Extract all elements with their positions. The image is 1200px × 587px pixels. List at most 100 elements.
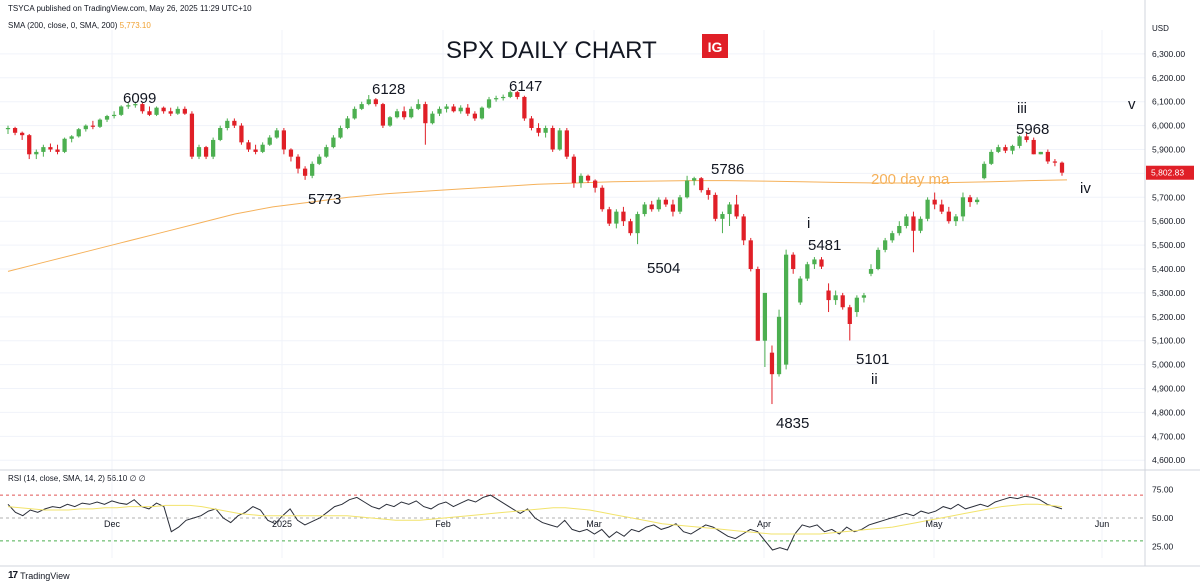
annotation-layer: SPX DAILY CHART IG 6099 5773 6128 6147 5786 550… bbox=[123, 34, 1136, 432]
candle-body bbox=[338, 127, 343, 138]
candle-body bbox=[175, 108, 180, 114]
candle-body bbox=[762, 292, 768, 341]
rsi-label: RSI (14, close, SMA, 14, 2) bbox=[8, 474, 105, 483]
candle-body bbox=[706, 190, 711, 195]
candle-body bbox=[493, 98, 499, 100]
annotation-label: 6128 bbox=[372, 81, 405, 98]
x-tick-label: May bbox=[925, 519, 943, 529]
candle-body bbox=[154, 107, 159, 115]
candle-body bbox=[868, 269, 874, 274]
candle-body bbox=[939, 204, 944, 212]
x-tick-label: Jun bbox=[1095, 519, 1110, 529]
candle-body bbox=[925, 199, 930, 219]
rsi-legend: RSI (14, close, SMA, 14, 2) 56.10 ∅ ∅ bbox=[8, 474, 146, 483]
candle-body bbox=[529, 118, 534, 128]
candle-body bbox=[189, 113, 195, 157]
candle-body bbox=[69, 136, 74, 139]
last-price-tag bbox=[1146, 165, 1194, 180]
candle-body bbox=[600, 187, 605, 210]
publisher-line: TSYCA published on TradingView.com, May … bbox=[8, 4, 252, 13]
candle-body bbox=[557, 130, 562, 150]
candle-body bbox=[1059, 162, 1065, 173]
candle-body bbox=[515, 92, 520, 97]
rsi-tick-label: 75.00 bbox=[1152, 484, 1174, 494]
annotation-label: 5101 bbox=[856, 351, 889, 368]
candle-body bbox=[974, 199, 980, 203]
candle-body bbox=[310, 163, 315, 176]
candle-body bbox=[225, 120, 230, 128]
y-tick-label: 5,400.00 bbox=[1152, 264, 1185, 274]
candles-layer bbox=[5, 90, 1065, 405]
candle-body bbox=[168, 111, 173, 114]
candle-body bbox=[373, 99, 378, 105]
candle-body bbox=[776, 316, 782, 375]
annotation-label: 5968 bbox=[1016, 121, 1049, 138]
candle-body bbox=[274, 130, 279, 138]
candle-body bbox=[1038, 151, 1043, 155]
rsi-tick-label: 50.00 bbox=[1152, 513, 1174, 523]
candle-body bbox=[1017, 136, 1022, 146]
candle-body bbox=[1031, 139, 1036, 155]
candle-body bbox=[62, 138, 67, 152]
rsi-line bbox=[7, 494, 1063, 551]
candle-body bbox=[812, 259, 817, 265]
candle-body bbox=[260, 144, 265, 152]
x-tick-label: Dec bbox=[104, 519, 121, 529]
candle-body bbox=[486, 99, 492, 108]
candle-body bbox=[607, 209, 612, 224]
candle-body bbox=[465, 107, 470, 114]
candle-body bbox=[83, 125, 88, 130]
candle-body bbox=[5, 127, 11, 130]
rsi-value: 56.10 bbox=[107, 474, 128, 483]
y-tick-label: 5,700.00 bbox=[1152, 192, 1185, 202]
candle-body bbox=[451, 106, 456, 112]
candle-body bbox=[366, 99, 371, 105]
candle-body bbox=[982, 163, 987, 179]
candle-body bbox=[119, 106, 124, 115]
candle-body bbox=[571, 156, 577, 183]
candle-body bbox=[819, 259, 824, 267]
candle-body bbox=[267, 137, 272, 145]
annotation-label: i bbox=[807, 215, 810, 232]
candle-body bbox=[699, 178, 704, 191]
candle-body bbox=[727, 204, 732, 215]
candle-body bbox=[345, 118, 350, 128]
rsi-layer bbox=[0, 494, 1145, 551]
candle-body bbox=[1045, 151, 1050, 162]
candle-body bbox=[402, 111, 407, 118]
candle-body bbox=[133, 104, 138, 106]
x-tick-label: Feb bbox=[435, 519, 451, 529]
y-tick-label: 6,100.00 bbox=[1152, 97, 1185, 107]
candle-body bbox=[996, 147, 1001, 152]
candle-body bbox=[614, 211, 619, 224]
candle-body bbox=[27, 135, 32, 155]
annotation-label: 5773 bbox=[308, 191, 341, 208]
candle-body bbox=[769, 352, 775, 375]
candle-body bbox=[501, 96, 506, 99]
candle-body bbox=[989, 151, 994, 164]
tradingview-footer[interactable]: 17 TradingView bbox=[8, 570, 70, 581]
candle-body bbox=[826, 290, 831, 301]
candle-body bbox=[302, 168, 308, 176]
candle-body bbox=[409, 108, 414, 118]
candle-body bbox=[798, 278, 803, 303]
candle-body bbox=[111, 114, 117, 117]
tradingview-logo-icon: 17 bbox=[8, 570, 18, 581]
sma-value: 5,773.10 bbox=[119, 21, 151, 30]
candle-body bbox=[897, 225, 902, 234]
candle-body bbox=[76, 129, 81, 137]
candle-body bbox=[904, 216, 909, 226]
candle-body bbox=[861, 295, 867, 298]
candle-body bbox=[196, 147, 202, 157]
candle-body bbox=[543, 127, 548, 133]
candle-body bbox=[585, 175, 591, 181]
candle-body bbox=[621, 211, 626, 222]
candle-body bbox=[734, 204, 739, 217]
candle-body bbox=[140, 104, 145, 112]
candle-body bbox=[649, 204, 654, 210]
annotation-label: 6099 bbox=[123, 90, 156, 107]
candle-body bbox=[444, 106, 449, 109]
candle-body bbox=[246, 142, 251, 150]
candle-body bbox=[423, 104, 428, 124]
candle-body bbox=[55, 149, 60, 152]
